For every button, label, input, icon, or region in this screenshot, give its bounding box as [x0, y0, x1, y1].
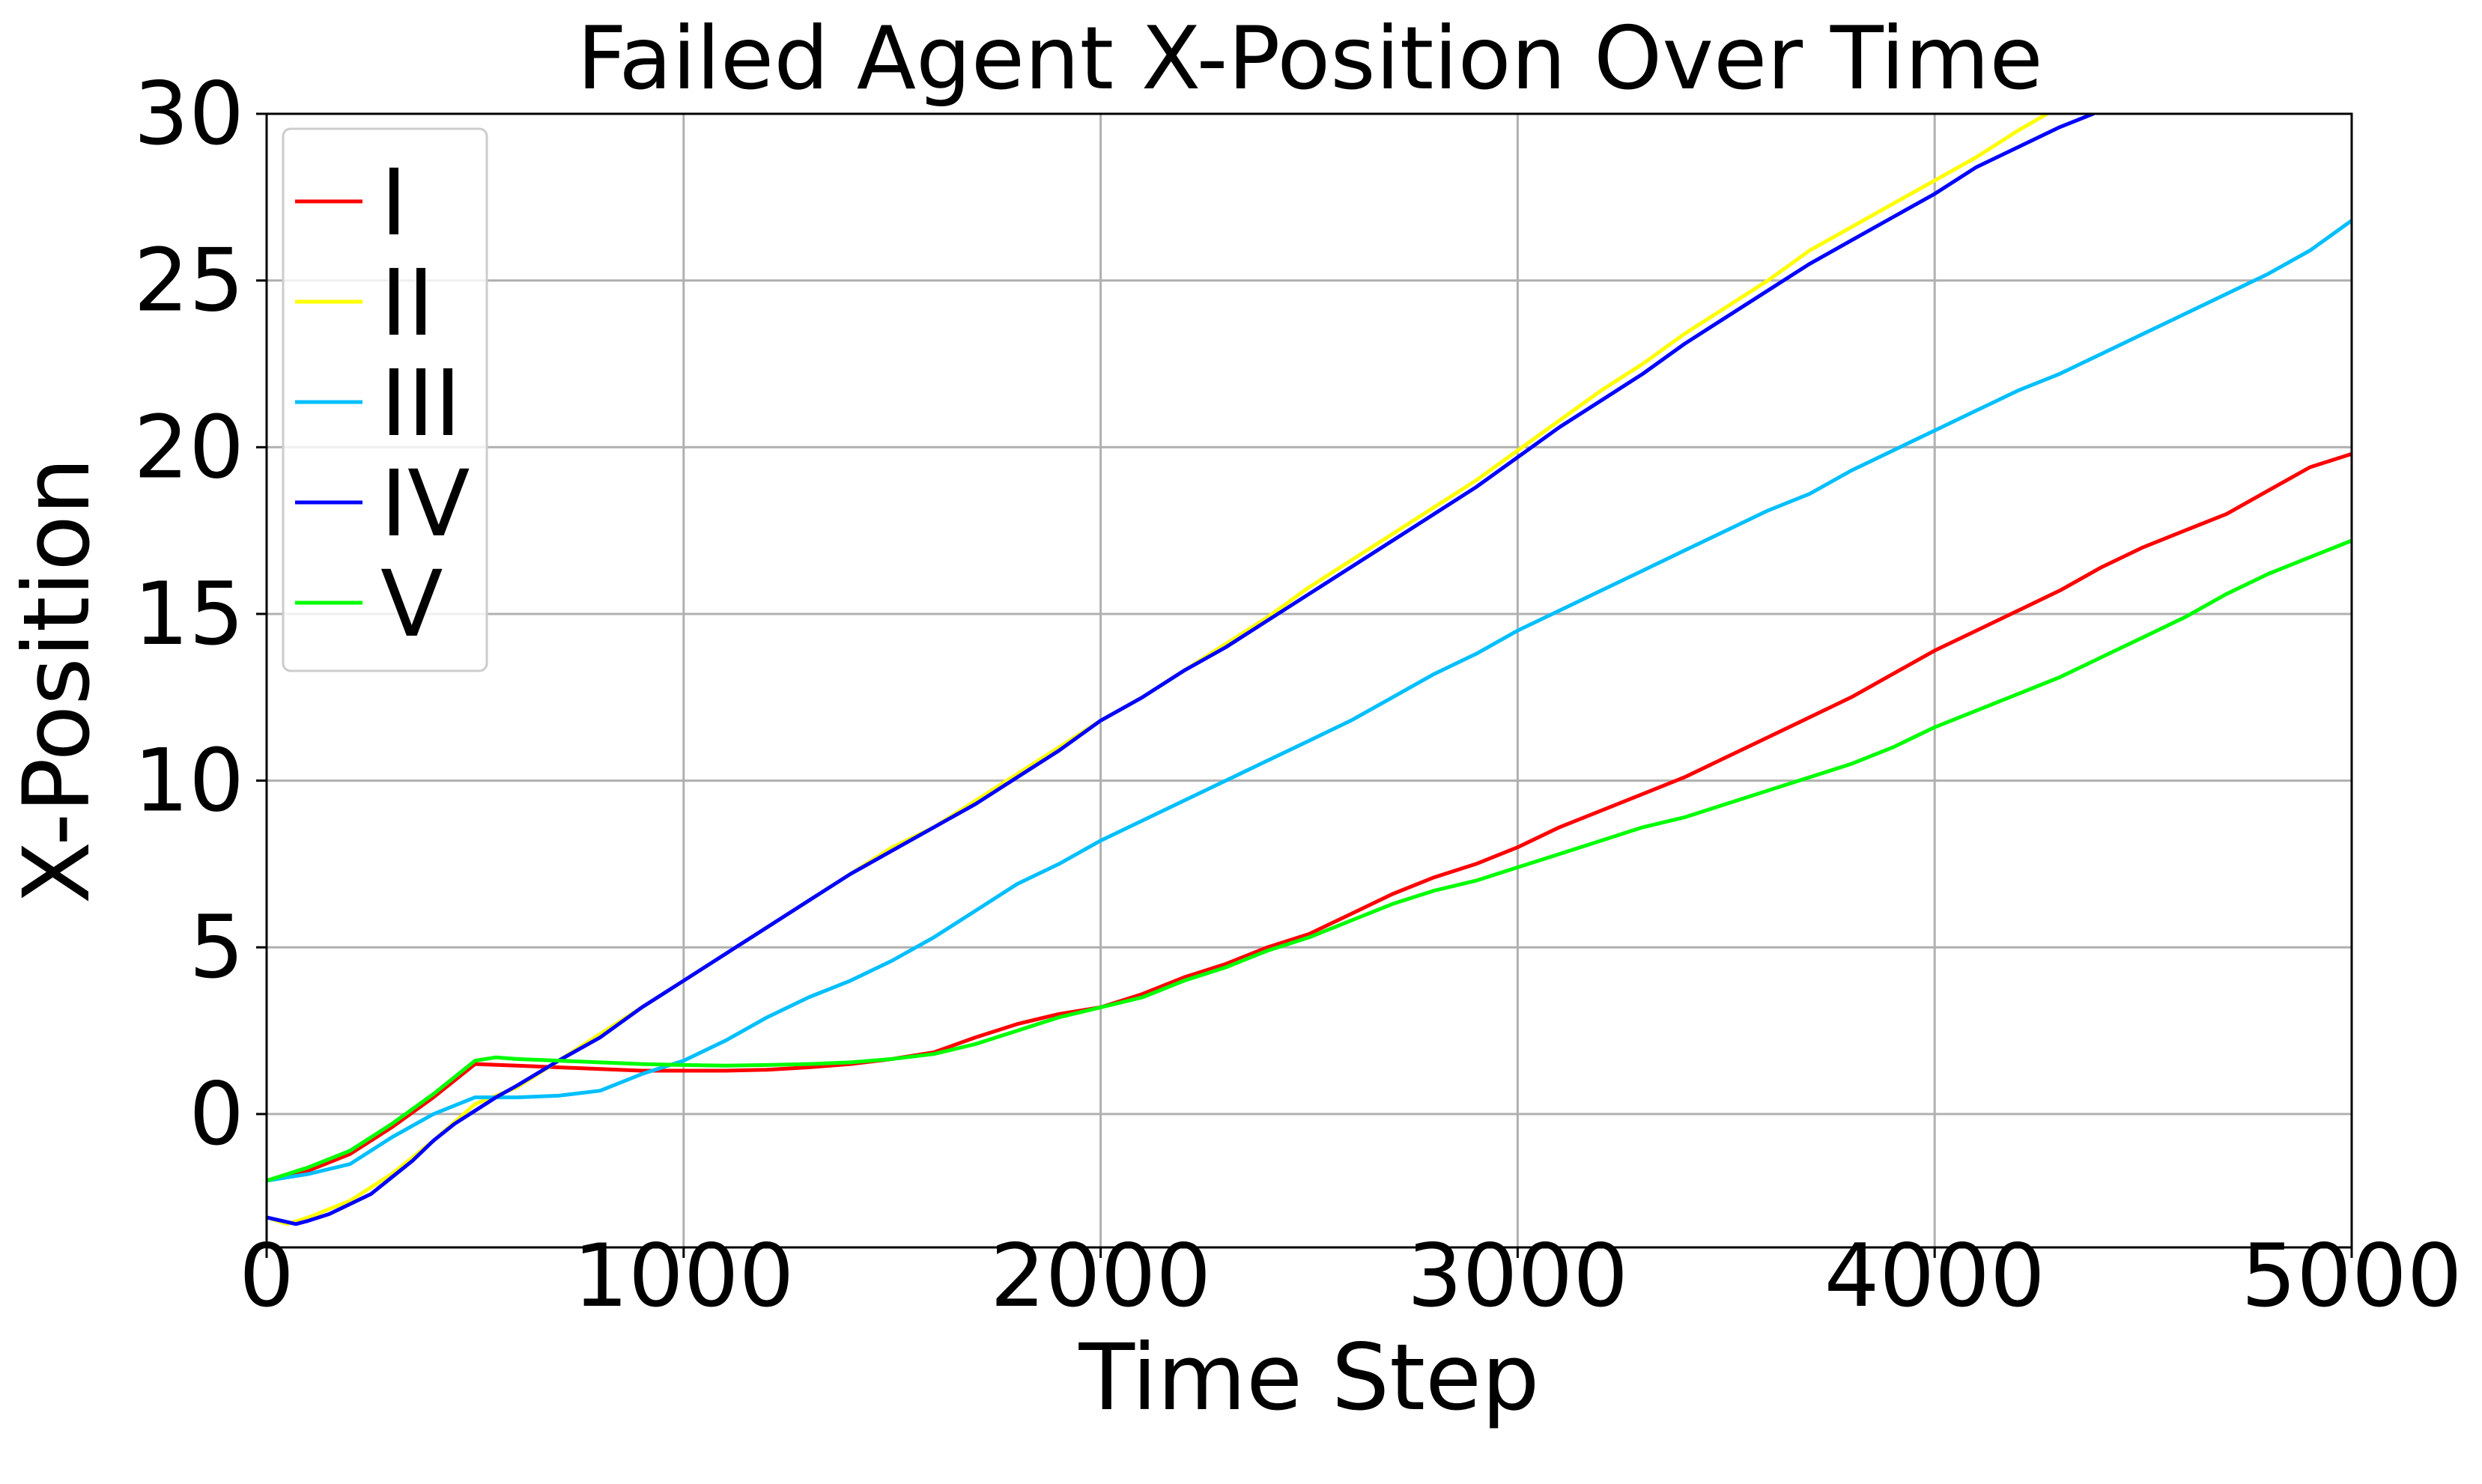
- x-tick-label: 5000: [2241, 1226, 2462, 1327]
- x-tick-label: 4000: [1824, 1226, 2045, 1327]
- x-axis-title: Time Step: [1078, 1325, 1539, 1431]
- y-tick-label: 0: [189, 1064, 244, 1165]
- x-axis: 0 1000 2000 3000 4000 5000: [239, 1226, 2463, 1327]
- legend-box: [282, 127, 488, 672]
- series-group: [267, 114, 2352, 1226]
- y-tick-label: 15: [133, 564, 244, 665]
- x-tick-label: 1000: [573, 1226, 794, 1327]
- series-line-I: [267, 451, 2352, 1183]
- y-tick-label: 10: [133, 731, 244, 832]
- x-tick-label: 2000: [990, 1226, 1211, 1327]
- y-axis: 0 5 10 15 20 25 30: [133, 64, 267, 1165]
- y-axis-title: X-Position: [4, 457, 110, 904]
- legend-label-IV: IV: [380, 451, 470, 557]
- series-line-IV: [267, 114, 2096, 1226]
- x-tick-label: 3000: [1407, 1226, 1628, 1327]
- y-tick-label: 5: [189, 897, 244, 998]
- legend-label-III: III: [380, 350, 461, 457]
- plot-frame: [265, 112, 2353, 1249]
- series-line-V: [267, 538, 2352, 1183]
- y-tick-label: 30: [133, 64, 244, 165]
- x-tick-label: 0: [239, 1226, 294, 1327]
- series-line-III: [267, 219, 2352, 1183]
- legend-label-V: V: [380, 551, 443, 657]
- y-tick-label: 20: [133, 397, 244, 498]
- y-tick-label: 25: [133, 231, 244, 332]
- grid: [265, 112, 2353, 1247]
- legend-label-I: I: [380, 150, 407, 256]
- chart-title: Failed Agent X-Position Over Time: [577, 8, 2043, 109]
- legend-label-II: II: [380, 250, 434, 356]
